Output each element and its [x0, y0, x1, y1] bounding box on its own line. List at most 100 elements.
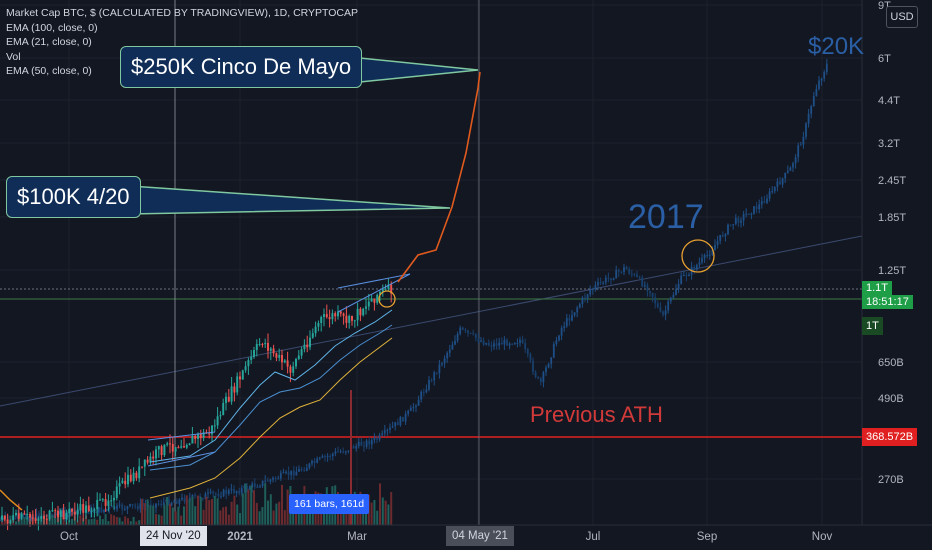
candle-body — [311, 460, 313, 464]
x-tick-label: Nov — [812, 531, 833, 543]
candle-body — [407, 410, 410, 414]
candle-body — [477, 337, 480, 342]
candle-body — [38, 513, 40, 519]
candle-body — [565, 318, 568, 327]
candle-body — [356, 308, 359, 321]
candle-body — [672, 295, 675, 298]
candle-body — [755, 206, 758, 210]
last-price-tag: 1.1T — [862, 281, 893, 295]
candle-body — [628, 269, 631, 274]
candle-body — [85, 505, 87, 513]
candle-body — [57, 510, 59, 518]
volume-bar — [163, 504, 166, 525]
projection-line — [397, 71, 481, 283]
candle-body — [246, 485, 248, 490]
label-previous-ath: Previous ATH — [530, 402, 663, 427]
callout-250k: $250K Cinco De Mayo — [120, 46, 363, 88]
highlight-circle-2017 — [681, 239, 715, 273]
candle-body — [43, 516, 45, 519]
legend-indicator-vol[interactable]: Vol — [6, 50, 21, 63]
candle-body — [292, 470, 295, 476]
volume-bar — [281, 484, 283, 525]
candle-body — [511, 343, 514, 345]
volume-bar — [54, 517, 57, 525]
candle-body — [633, 274, 636, 276]
crosshair-date-left: 24 Nov '20 — [140, 526, 207, 546]
candle-body — [719, 234, 722, 242]
wedge-line-upper — [337, 273, 411, 289]
candle-body — [220, 496, 222, 498]
candle-body — [248, 487, 251, 490]
volume-bar — [87, 519, 90, 525]
candle-body — [485, 342, 488, 345]
legend-indicator-ema100[interactable]: EMA (100, close, 0) — [6, 21, 98, 34]
legend-indicator-ema21[interactable]: EMA (21, close, 0) — [6, 36, 92, 48]
candle-body — [157, 503, 160, 505]
candle-body — [62, 510, 65, 520]
candle-body — [487, 342, 490, 346]
y-tick-label: 650B — [878, 357, 904, 369]
volume-bar — [71, 518, 73, 525]
y-tick-label: 2.45T — [878, 175, 906, 187]
legend-indicator-ema50[interactable]: EMA (50, close, 0) — [6, 65, 92, 77]
volume-bar — [297, 504, 300, 525]
candle-body — [623, 267, 625, 273]
candle-body — [40, 516, 43, 519]
candle-body — [274, 477, 277, 479]
candle-body — [295, 471, 298, 476]
candle-body — [160, 503, 163, 505]
candle-body — [160, 446, 163, 456]
candle-body — [118, 483, 121, 487]
candle-body — [238, 491, 241, 494]
candle-body — [53, 514, 56, 518]
candle-body — [620, 271, 623, 273]
candle-body — [745, 213, 748, 215]
candle-body — [290, 470, 293, 475]
candle-body — [96, 499, 99, 510]
candle-body — [258, 344, 261, 346]
candle-body — [321, 456, 324, 458]
candle-body — [420, 391, 423, 400]
volume-bar — [121, 521, 124, 525]
candle-body — [353, 320, 356, 322]
green-level-tag: 1T — [862, 317, 883, 335]
volume-bar — [258, 511, 261, 525]
candle-body — [480, 340, 482, 342]
volume-bar — [107, 521, 110, 525]
candle-body — [212, 491, 215, 494]
candle-body — [503, 339, 506, 345]
candle-body — [87, 505, 90, 512]
volume-bar — [202, 509, 205, 525]
candle-body — [381, 288, 384, 292]
volume-bar — [275, 503, 278, 525]
candle-body — [138, 466, 141, 479]
candle-body — [810, 106, 813, 114]
candle-body — [113, 497, 115, 501]
volume-bar — [362, 511, 365, 525]
candle-body — [213, 425, 216, 427]
candle-body — [409, 407, 412, 411]
candle-body — [103, 509, 105, 513]
candle-body — [303, 470, 306, 472]
volume-bar — [138, 520, 141, 525]
candle-body — [110, 500, 113, 502]
candle-body — [136, 506, 139, 510]
candle-body — [737, 217, 740, 223]
candle-body — [747, 213, 750, 215]
candle-body — [314, 326, 317, 334]
candle-body — [362, 308, 365, 316]
candle-body — [727, 224, 729, 235]
candle-body — [815, 88, 818, 96]
currency-button[interactable]: USD — [886, 6, 918, 28]
candle-body — [54, 510, 57, 512]
candle-body — [211, 425, 213, 435]
candle-body — [181, 497, 183, 500]
candle-body — [149, 456, 152, 463]
candle-body — [58, 512, 61, 514]
volume-bar — [155, 514, 157, 525]
candle-body — [90, 510, 93, 512]
volume-bar — [90, 519, 93, 525]
candle-body — [368, 440, 371, 445]
candle-body — [422, 391, 425, 393]
